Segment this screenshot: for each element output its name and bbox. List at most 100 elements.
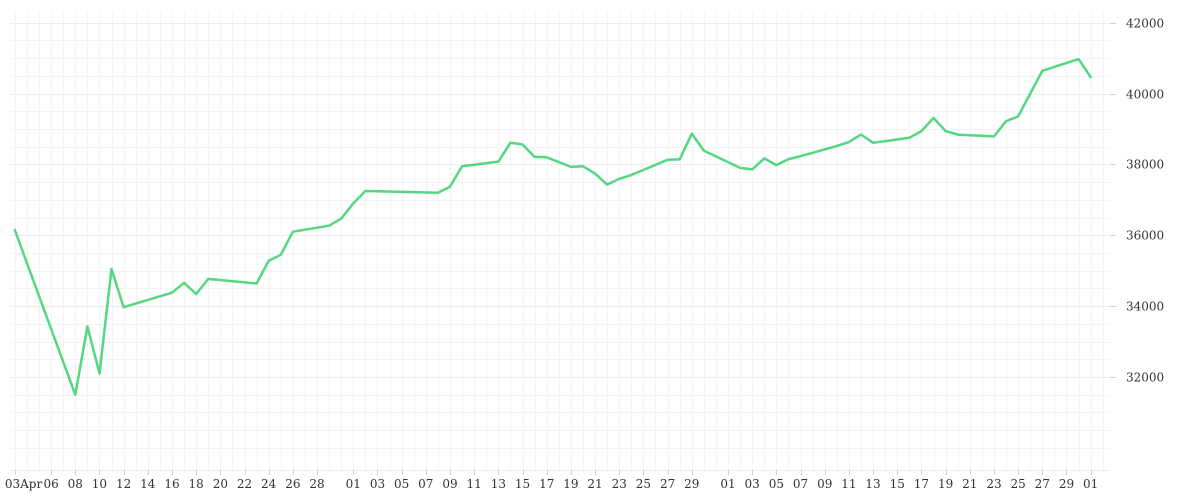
data-point <box>183 282 185 284</box>
data-point <box>1017 115 1019 117</box>
x-tick-label: 28 <box>309 477 324 491</box>
x-tick-label: 19 <box>563 477 578 491</box>
data-point <box>848 141 850 143</box>
data-point <box>787 158 789 160</box>
data-point <box>860 133 862 135</box>
data-point <box>98 372 100 374</box>
x-tick-label: 09 <box>442 477 457 491</box>
x-tick-label: 11 <box>467 477 482 491</box>
x-tick-label: 25 <box>1010 477 1025 491</box>
data-point <box>497 160 499 162</box>
x-tick-label: 19 <box>938 477 953 491</box>
data-point <box>775 164 777 166</box>
x-tick-label: 11 <box>841 477 856 491</box>
data-point <box>449 186 451 188</box>
data-point <box>195 293 197 295</box>
x-tick-label: 21 <box>587 477 602 491</box>
data-point <box>679 158 681 160</box>
x-tick-label: 09 <box>817 477 832 491</box>
x-tick-label: 01 <box>346 477 361 491</box>
data-point <box>618 178 620 180</box>
x-tick-label: 21 <box>962 477 977 491</box>
x-tick-label: 17 <box>914 477 929 491</box>
data-points <box>14 58 1092 396</box>
x-tick-label: 13 <box>865 477 880 491</box>
data-point <box>533 156 535 158</box>
y-tick-label: 36000 <box>1126 229 1164 243</box>
x-tick-label: 27 <box>1035 477 1050 491</box>
x-tick-label: 22 <box>237 477 252 491</box>
data-point <box>944 130 946 132</box>
data-point <box>509 142 511 144</box>
data-point <box>340 217 342 219</box>
x-tick-label: 24 <box>261 477 277 491</box>
data-point <box>763 157 765 159</box>
x-tick-label: 05 <box>769 477 784 491</box>
x-tick-label: 27 <box>660 477 675 491</box>
data-point <box>957 133 959 135</box>
data-point <box>1077 58 1079 60</box>
data-point <box>570 166 572 168</box>
x-tick-label: 15 <box>515 477 530 491</box>
data-point <box>122 306 124 308</box>
data-point <box>437 192 439 194</box>
x-tick-label: 10 <box>92 477 107 491</box>
data-point <box>14 229 16 231</box>
x-tick-label: 26 <box>285 477 300 491</box>
x-tick-label: 06 <box>43 477 58 491</box>
x-tick-label: 03 <box>745 477 760 491</box>
data-point <box>207 278 209 280</box>
x-tick-label: 16 <box>164 477 179 491</box>
y-tick-label: 40000 <box>1126 88 1164 102</box>
x-tick-label: 01 <box>720 477 735 491</box>
x-tick-label: 08 <box>68 477 83 491</box>
data-point <box>751 168 753 170</box>
minor-grid <box>10 12 1110 470</box>
x-tick-label: 20 <box>213 477 228 491</box>
x-tick-label: 29 <box>684 477 699 491</box>
x-tick-label: 29 <box>1059 477 1074 491</box>
x-axis: 03Apr 06 08 10 12 14 16 18 20 22 24 26 28 01 03 05 07 09 1… <box>5 470 1110 491</box>
y-tick-label: 34000 <box>1126 300 1164 314</box>
x-tick-label: 03Apr <box>5 477 43 491</box>
data-point <box>908 137 910 139</box>
x-tick-label: 13 <box>491 477 506 491</box>
data-point <box>691 132 693 134</box>
x-tick-label: 12 <box>116 477 131 491</box>
data-point <box>86 325 88 327</box>
data-point <box>461 165 463 167</box>
x-tick-label: 15 <box>890 477 905 491</box>
data-point <box>255 282 257 284</box>
data-point <box>328 225 330 227</box>
x-tick-label: 23 <box>986 477 1001 491</box>
data-point <box>352 202 354 204</box>
x-tick-label: 17 <box>539 477 554 491</box>
data-point <box>1041 70 1043 72</box>
data-point <box>703 149 705 151</box>
x-tick-label: 18 <box>189 477 204 491</box>
x-tick-label: 05 <box>394 477 409 491</box>
x-tick-label: 14 <box>140 477 156 491</box>
data-point <box>268 260 270 262</box>
data-point <box>666 159 668 161</box>
data-point <box>521 143 523 145</box>
data-point <box>932 117 934 119</box>
major-grid <box>10 23 1110 378</box>
data-point <box>1005 120 1007 122</box>
x-tick-label: 03 <box>370 477 385 491</box>
data-point <box>993 135 995 137</box>
data-point <box>74 394 76 396</box>
x-tick-label: 07 <box>418 477 433 491</box>
price-series-line <box>13 57 1092 397</box>
y-tick-label: 32000 <box>1126 371 1164 385</box>
y-axis: 32000 34000 36000 38000 40000 42000 <box>1110 17 1164 385</box>
data-point <box>872 142 874 144</box>
data-point <box>630 174 632 176</box>
data-point <box>546 156 548 158</box>
data-point <box>171 292 173 294</box>
data-point <box>292 231 294 233</box>
data-point <box>1090 76 1092 78</box>
data-point <box>364 190 366 192</box>
data-point <box>280 254 282 256</box>
